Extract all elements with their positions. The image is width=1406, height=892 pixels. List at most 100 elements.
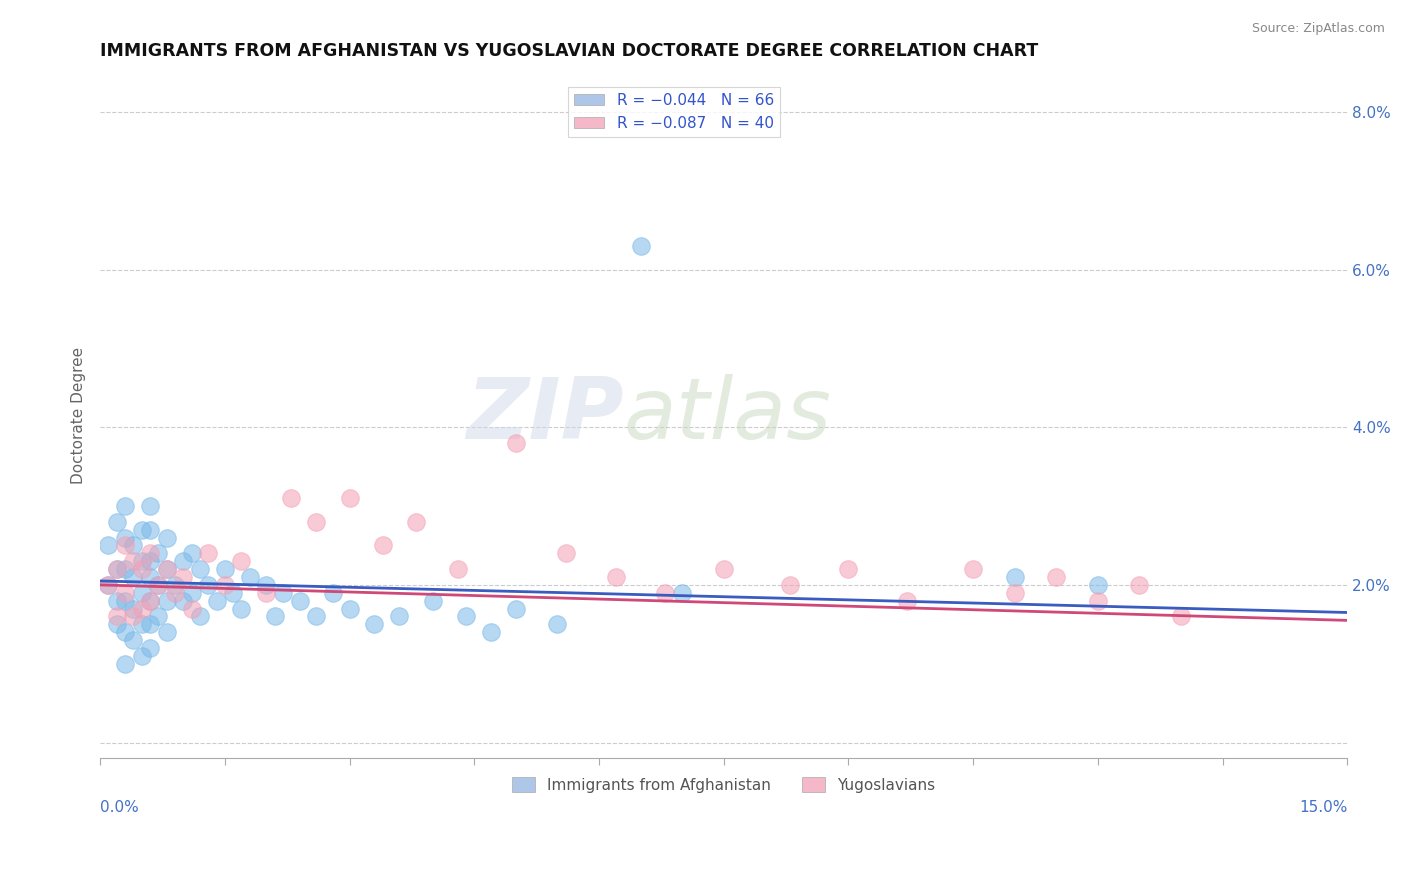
Point [156, 625, 179, 640]
Point [131, 523, 153, 537]
Text: 0.0%: 0.0% [100, 799, 139, 814]
Point [114, 562, 136, 576]
Point [1045, 570, 1067, 584]
Point [97, 539, 120, 553]
Y-axis label: Doctorate Degree: Doctorate Degree [72, 347, 86, 484]
Point [280, 491, 302, 505]
Point [271, 586, 294, 600]
Point [263, 609, 285, 624]
Point [131, 601, 153, 615]
Legend: Immigrants from Afghanistan, Yugoslavians: Immigrants from Afghanistan, Yugoslavian… [506, 771, 941, 798]
Point [1128, 578, 1150, 592]
Point [180, 546, 202, 560]
Point [105, 609, 128, 624]
Point [114, 499, 136, 513]
Point [505, 436, 527, 450]
Point [172, 554, 194, 568]
Point [97, 578, 120, 592]
Point [148, 578, 170, 592]
Point [139, 499, 162, 513]
Point [148, 578, 170, 592]
Point [131, 648, 153, 663]
Point [105, 515, 128, 529]
Point [1004, 586, 1026, 600]
Point [962, 562, 984, 576]
Point [197, 578, 219, 592]
Point [122, 609, 145, 624]
Point [122, 570, 145, 584]
Point [231, 554, 253, 568]
Point [139, 554, 162, 568]
Point [779, 578, 801, 592]
Point [156, 562, 179, 576]
Point [105, 617, 128, 632]
Point [131, 554, 153, 568]
Point [163, 578, 186, 592]
Point [156, 531, 179, 545]
Point [139, 593, 162, 607]
Point [479, 625, 502, 640]
Text: IMMIGRANTS FROM AFGHANISTAN VS YUGOSLAVIAN DOCTORATE DEGREE CORRELATION CHART: IMMIGRANTS FROM AFGHANISTAN VS YUGOSLAVI… [100, 42, 1039, 60]
Point [1087, 578, 1109, 592]
Point [180, 586, 202, 600]
Point [105, 562, 128, 576]
Point [231, 601, 253, 615]
Point [156, 562, 179, 576]
Point [554, 546, 576, 560]
Point [114, 657, 136, 671]
Point [139, 640, 162, 655]
Point [422, 593, 444, 607]
Point [131, 562, 153, 576]
Point [105, 593, 128, 607]
Text: atlas: atlas [624, 374, 832, 457]
Point [114, 625, 136, 640]
Point [105, 562, 128, 576]
Point [188, 609, 211, 624]
Point [388, 609, 411, 624]
Point [214, 562, 236, 576]
Point [148, 546, 170, 560]
Point [180, 601, 202, 615]
Point [114, 539, 136, 553]
Point [1004, 570, 1026, 584]
Point [239, 570, 262, 584]
Point [131, 617, 153, 632]
Point [114, 531, 136, 545]
Point [148, 609, 170, 624]
Point [339, 491, 361, 505]
Point [671, 586, 693, 600]
Point [114, 593, 136, 607]
Point [254, 586, 277, 600]
Point [371, 539, 394, 553]
Point [446, 562, 468, 576]
Point [288, 593, 311, 607]
Point [630, 239, 652, 253]
Point [139, 523, 162, 537]
Point [305, 609, 328, 624]
Text: ZIP: ZIP [467, 374, 624, 457]
Text: Source: ZipAtlas.com: Source: ZipAtlas.com [1251, 22, 1385, 36]
Point [339, 601, 361, 615]
Point [139, 593, 162, 607]
Point [1170, 609, 1192, 624]
Point [188, 562, 211, 576]
Point [254, 578, 277, 592]
Point [896, 593, 918, 607]
Point [654, 586, 676, 600]
Point [505, 601, 527, 615]
Point [363, 617, 385, 632]
Point [156, 593, 179, 607]
Point [172, 570, 194, 584]
Point [305, 515, 328, 529]
Point [454, 609, 477, 624]
Point [214, 578, 236, 592]
Point [605, 570, 627, 584]
Point [139, 617, 162, 632]
Point [837, 562, 859, 576]
Point [97, 578, 120, 592]
Point [122, 539, 145, 553]
Point [546, 617, 568, 632]
Point [172, 593, 194, 607]
Point [131, 586, 153, 600]
Text: 15.0%: 15.0% [1299, 799, 1347, 814]
